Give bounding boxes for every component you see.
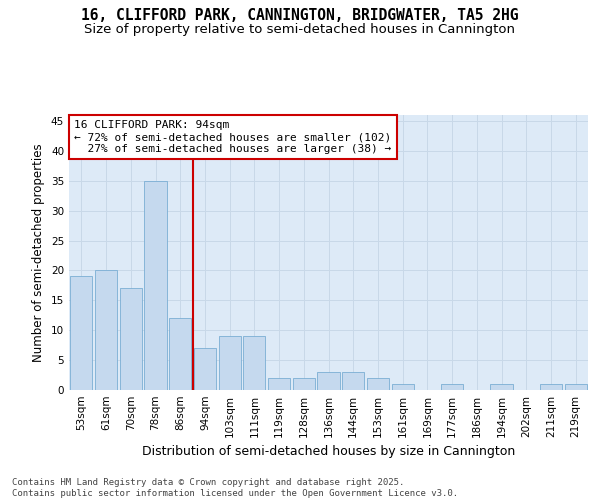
Bar <box>565 384 587 390</box>
Text: Contains HM Land Registry data © Crown copyright and database right 2025.
Contai: Contains HM Land Registry data © Crown c… <box>12 478 458 498</box>
Bar <box>367 378 389 390</box>
Bar <box>540 384 562 390</box>
Bar <box>218 336 241 390</box>
Bar <box>317 372 340 390</box>
Bar <box>268 378 290 390</box>
Bar <box>169 318 191 390</box>
Y-axis label: Number of semi-detached properties: Number of semi-detached properties <box>32 143 46 362</box>
Bar <box>243 336 265 390</box>
Text: 16 CLIFFORD PARK: 94sqm
← 72% of semi-detached houses are smaller (102)
  27% of: 16 CLIFFORD PARK: 94sqm ← 72% of semi-de… <box>74 120 391 154</box>
Bar <box>293 378 315 390</box>
Bar <box>342 372 364 390</box>
Bar <box>392 384 414 390</box>
Bar <box>119 288 142 390</box>
Bar <box>145 181 167 390</box>
Bar <box>490 384 512 390</box>
Bar <box>95 270 117 390</box>
Bar <box>70 276 92 390</box>
Text: Size of property relative to semi-detached houses in Cannington: Size of property relative to semi-detach… <box>85 22 515 36</box>
Bar <box>441 384 463 390</box>
X-axis label: Distribution of semi-detached houses by size in Cannington: Distribution of semi-detached houses by … <box>142 446 515 458</box>
Text: 16, CLIFFORD PARK, CANNINGTON, BRIDGWATER, TA5 2HG: 16, CLIFFORD PARK, CANNINGTON, BRIDGWATE… <box>81 8 519 22</box>
Bar <box>194 348 216 390</box>
